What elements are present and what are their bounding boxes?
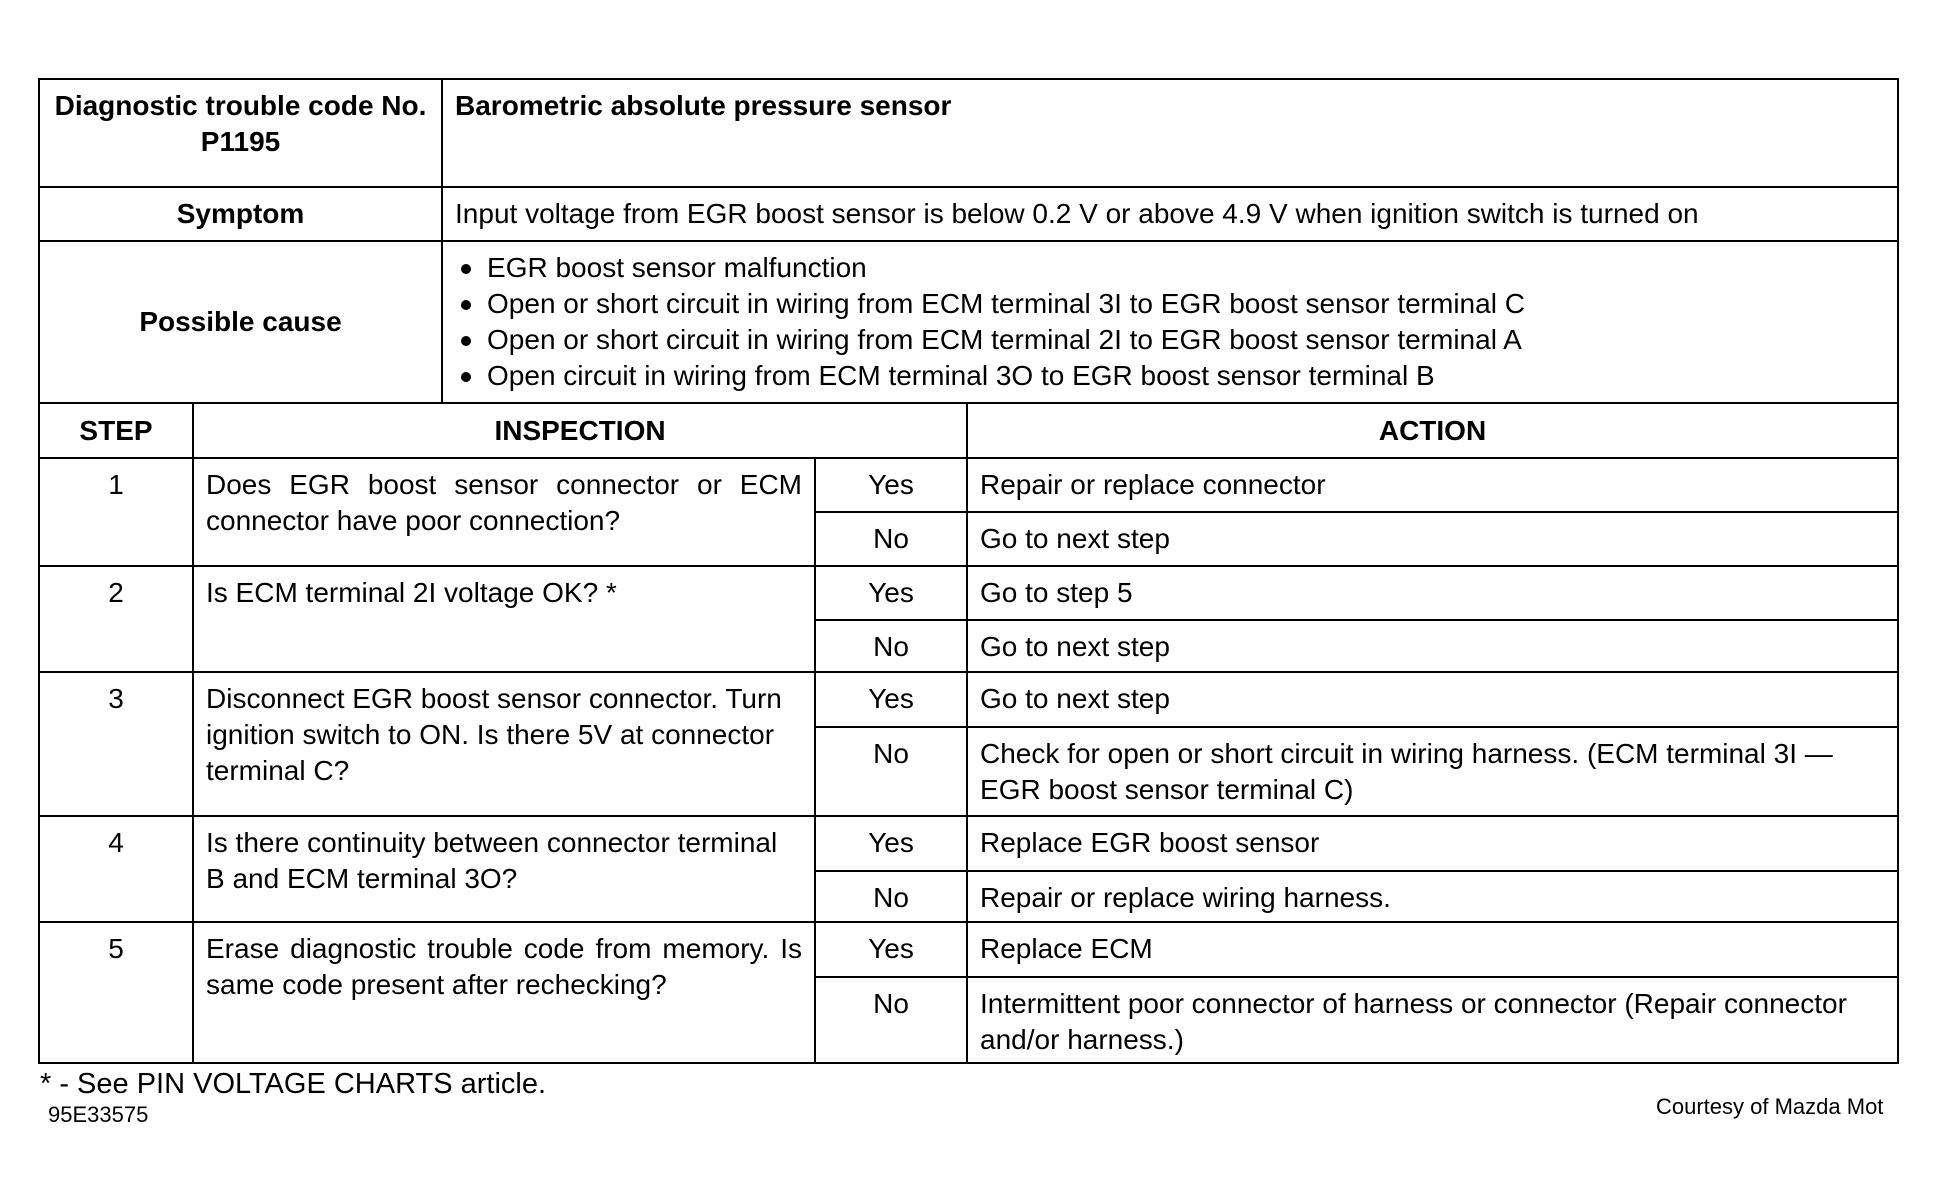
no-label: No [814, 870, 969, 923]
yes-action: Repair or replace connector [966, 457, 1900, 513]
symptom-label: Symptom [37, 186, 444, 242]
inspection-text: Is there continuity between connector te… [191, 815, 817, 923]
step-row: 3 Disconnect EGR boost sensor connector. … [38, 671, 1900, 817]
step-number: 2 [38, 565, 194, 673]
code-label: Diagnostic trouble code No. P1195 [37, 78, 444, 188]
inspection-text: Erase diagnostic trouble code from memor… [191, 921, 817, 1064]
cause-label: Possible cause [37, 240, 444, 404]
yes-label: Yes [814, 457, 969, 513]
step-row: No Intermittent poor connector of harness… [39, 976, 1900, 1064]
cause-list: EGR boost sensor malfunction Open or sho… [455, 250, 1885, 394]
cause-item: Open or short circuit in wiring from ECM… [455, 286, 1885, 322]
inspection-text: Does EGR boost sensor connector or ECM c… [191, 457, 817, 567]
step-row: 5 Erase diagnostic trouble code from memo… [38, 921, 1900, 1064]
inspection-header: INSPECTION [191, 402, 969, 459]
cause-item: Open circuit in wiring from ECM terminal… [455, 358, 1885, 394]
no-action: Repair or replace wiring harness. [966, 870, 1900, 923]
step-row: No Go to next step [39, 511, 1900, 567]
step-number: 4 [38, 815, 194, 923]
yes-action: Replace EGR boost sensor [966, 815, 1900, 872]
cause-item: Open or short circuit in wiring from ECM… [455, 322, 1885, 358]
yes-action: Replace ECM [966, 921, 1900, 978]
step-row: No Check for open or short circuit in wir… [39, 726, 1900, 817]
no-action: Go to next step [966, 511, 1900, 567]
inspection-text: Disconnect EGR boost sensor connector. T… [191, 671, 817, 817]
no-label: No [814, 511, 969, 567]
step-header: STEP [38, 402, 194, 459]
yes-action: Go to step 5 [966, 565, 1900, 621]
yes-label: Yes [814, 565, 969, 621]
step-number: 3 [38, 671, 194, 817]
cause-list-cell: EGR boost sensor malfunction Open or sho… [441, 240, 1900, 404]
yes-label: Yes [814, 671, 969, 728]
no-action: Check for open or short circuit in wirin… [966, 726, 1900, 817]
cause-item: EGR boost sensor malfunction [455, 250, 1885, 286]
figure-id: 95E33575 [48, 1102, 149, 1127]
step-row: No Repair or replace wiring harness. [39, 870, 1900, 923]
yes-label: Yes [814, 815, 969, 872]
footnote: * - See PIN VOLTAGE CHARTS article. [40, 1068, 547, 1100]
yes-label: Yes [814, 921, 969, 978]
yes-action: Go to next step [966, 671, 1900, 728]
no-label: No [814, 726, 969, 817]
no-label: No [814, 619, 969, 673]
dtc-title: Barometric absolute pressure sensor [441, 78, 1900, 188]
no-action: Intermittent poor connector of harness o… [966, 976, 1900, 1064]
step-row: No Go to next step [39, 619, 1900, 673]
diagnostic-table: Diagnostic trouble code No. P1195 Barome… [37, 78, 1900, 1064]
step-row: 4 Is there continuity between connector t… [38, 815, 1900, 923]
action-header: ACTION [966, 402, 1900, 459]
step-row: 1 Does EGR boost sensor connector or ECM … [38, 457, 1900, 567]
no-label: No [814, 976, 969, 1064]
inspection-text: Is ECM terminal 2I voltage OK? * [191, 565, 817, 673]
no-action: Go to next step [966, 619, 1900, 673]
step-number: 1 [38, 457, 194, 567]
credit: Courtesy of Mazda Mot [1656, 1094, 1884, 1119]
step-row: 2 Is ECM terminal 2I voltage OK? * Yes Go t… [38, 565, 1900, 673]
step-number: 5 [38, 921, 194, 1064]
symptom-text: Input voltage from EGR boost sensor is b… [441, 186, 1900, 242]
